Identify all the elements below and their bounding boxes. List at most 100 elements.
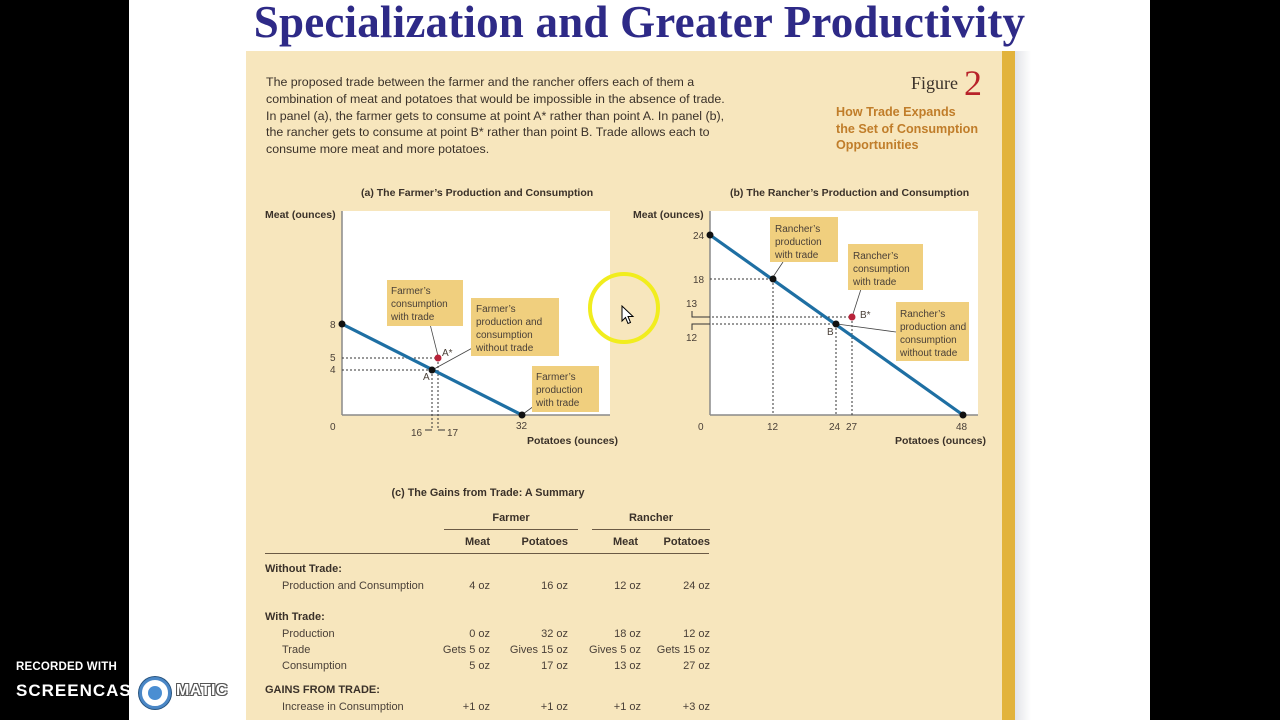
y-tick: 13 [686, 299, 698, 310]
watermark-line-2: SCREENCAST [16, 681, 144, 700]
table-row: Trade Gets 5 oz Gives 15 oz Gives 5 oz G… [265, 644, 710, 659]
svg-text:with trade: with trade [535, 398, 580, 409]
cell: +1 oz [540, 701, 568, 713]
svg-text:consumption: consumption [476, 330, 533, 341]
figure-subtitle-line: the Set of Consumption [836, 121, 979, 136]
figure-caption: The proposed trade between the farmer an… [266, 74, 806, 158]
point-a-star [434, 354, 442, 362]
header-rule [265, 553, 709, 554]
y-tick: 18 [693, 275, 705, 286]
cell: Gives 15 oz [509, 644, 568, 656]
y-tick: 24 [693, 231, 705, 242]
point-b [832, 320, 840, 328]
cell: +3 oz [682, 701, 710, 713]
screencast-watermark: RECORDED WITH SCREENCAST MATIC [0, 650, 250, 720]
point-b-label: B [827, 327, 834, 338]
callout-leader [772, 261, 784, 278]
caption-line: In panel (a), the farmer gets to consume… [266, 108, 725, 123]
mouse-pointer-icon [621, 305, 635, 325]
caption-line: consume more meat and more potatoes. [266, 142, 490, 157]
callout-leader [836, 323, 897, 333]
svg-text:consumption: consumption [853, 264, 910, 275]
cell: 5 oz [469, 660, 490, 672]
watermark-background [0, 650, 129, 720]
callout-farmer-consumption-with-trade: Farmer’s consumption with trade [387, 280, 463, 326]
cursor-highlight-ring [588, 272, 660, 344]
tick-bracket [691, 323, 710, 330]
slide: Specialization and Greater Productivity … [129, 0, 1150, 720]
cell: +1 oz [462, 701, 490, 713]
group-rule [592, 529, 710, 530]
cell: +1 oz [613, 701, 641, 713]
callout-rancher-consumption-with-trade: Rancher’s consumption with trade [848, 244, 923, 290]
svg-text:consumption: consumption [900, 335, 957, 346]
row-label: Production [282, 628, 335, 640]
summary-title: (c) The Gains from Trade: A Summary [391, 487, 585, 499]
caption-line: The proposed trade between the farmer an… [266, 75, 695, 89]
point-farmer-potatoes-only [518, 411, 526, 419]
watermark-line-1: RECORDED WITH [16, 661, 117, 673]
callout-farmer-without-trade: Farmer’s production and consumption with… [471, 298, 559, 356]
origin-label: 0 [330, 422, 336, 433]
section-heading: Without Trade: [265, 563, 342, 575]
row-label: Production and Consumption [282, 580, 424, 592]
callout-rancher-production-with-trade: Rancher’s production with trade [770, 217, 838, 262]
x-tick: 12 [767, 422, 779, 433]
cell: 4 oz [469, 580, 490, 592]
x-tick: 24 [829, 422, 841, 433]
watermark-line-3: MATIC [176, 682, 228, 699]
cell: Gets 15 oz [656, 644, 710, 656]
svg-text:consumption: consumption [391, 299, 448, 310]
svg-text:production: production [536, 385, 583, 396]
cell: Gets 5 oz [442, 644, 490, 656]
cell: 24 oz [683, 580, 710, 592]
svg-text:Rancher’s: Rancher’s [775, 224, 820, 235]
callout-farmer-production-with-trade: Farmer’s production with trade [532, 366, 599, 412]
farmer-x-axis-label: Potatoes (ounces) [527, 435, 618, 447]
x-tick: 16 [411, 428, 423, 439]
figure-label: Figure 2 [911, 62, 982, 104]
x-tick: 27 [846, 422, 858, 433]
row-label: Increase in Consumption [282, 701, 404, 713]
table-row: Production 0 oz 32 oz 18 oz 12 oz [265, 628, 710, 643]
x-tick: 17 [447, 428, 459, 439]
farmer-chart: (a) The Farmer’s Production and Consumpt… [265, 187, 618, 447]
y-tick: 8 [330, 320, 336, 331]
figure-subtitle-line: How Trade Expands [836, 105, 956, 119]
svg-text:with trade: with trade [774, 250, 819, 261]
callout-leader [433, 345, 477, 370]
point-farmer-meat-only [338, 320, 346, 328]
column-header: Potatoes [521, 536, 568, 548]
cell: 18 oz [614, 628, 641, 640]
table-row: Consumption 5 oz 17 oz 13 oz 27 oz [265, 660, 710, 675]
slide-title: Specialization and Greater Productivity [253, 0, 1026, 47]
cell: 17 oz [541, 660, 568, 672]
callout-rancher-without-trade: Rancher’s production and consumption wit… [896, 302, 969, 361]
rancher-y-axis-label: Meat (ounces) [633, 209, 704, 221]
x-tick: 32 [516, 421, 528, 432]
rancher-chart: (b) The Rancher’s Production and Consump… [633, 187, 986, 447]
cell: Gives 5 oz [589, 644, 641, 656]
caption-line: combination of meat and potatoes that wo… [266, 91, 725, 106]
cell: 12 oz [614, 580, 641, 592]
point-a [428, 366, 436, 374]
figure-subtitle-line: Opportunities [836, 138, 919, 153]
figure-label-text: Figure [911, 73, 958, 93]
figure-shadow [1015, 51, 1031, 720]
y-tick: 12 [686, 333, 698, 344]
point-a-label: A [423, 372, 430, 383]
cell: 16 oz [541, 580, 568, 592]
figure-number: 2 [964, 63, 982, 103]
point-b-star-label: B* [860, 310, 871, 321]
x-tick: 48 [956, 422, 968, 433]
rancher-x-axis-label: Potatoes (ounces) [895, 435, 986, 447]
svg-text:without trade: without trade [475, 343, 534, 354]
svg-text:production and: production and [900, 322, 966, 333]
group-header-farmer: Farmer [492, 512, 530, 524]
point-rancher-meat-only [706, 231, 714, 239]
screencast-o-matic-logo-icon [139, 677, 171, 709]
svg-text:production: production [775, 237, 822, 248]
point-rancher-potatoes-only [959, 411, 967, 419]
callout-leader [852, 288, 862, 315]
origin-label: 0 [698, 422, 704, 433]
